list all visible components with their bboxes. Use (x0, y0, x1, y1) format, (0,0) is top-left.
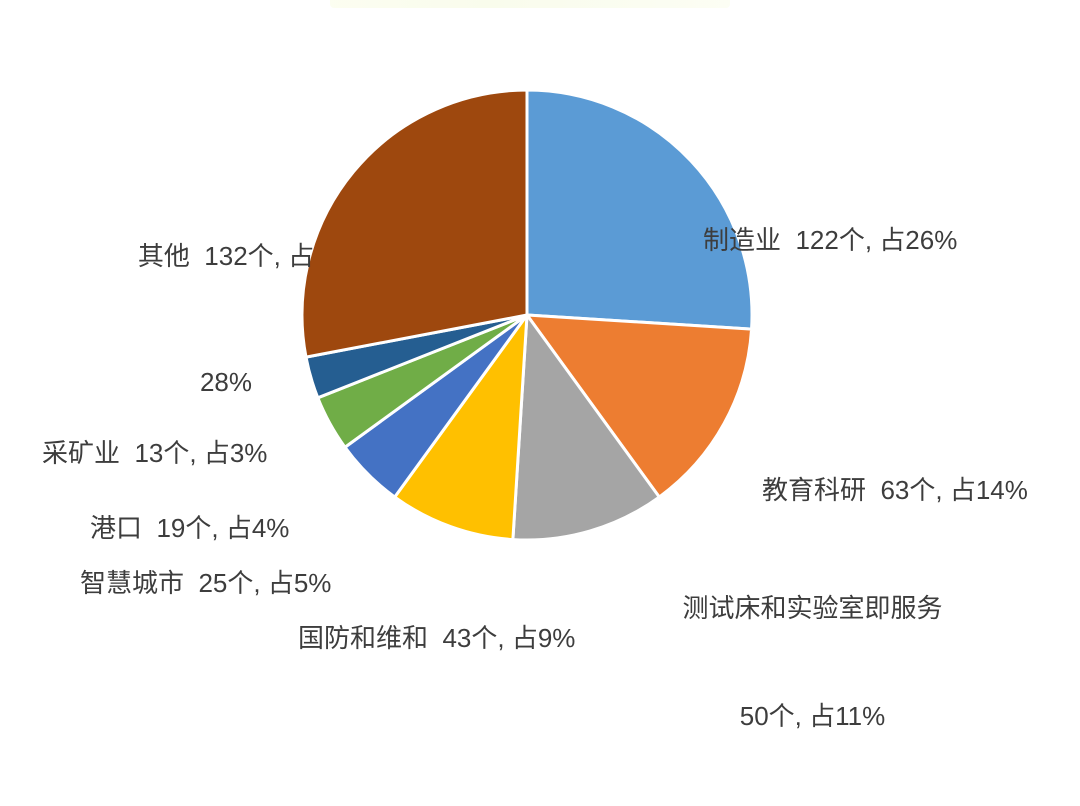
slice-label-smart-city: 智慧城市 25个, 占5% (80, 496, 331, 706)
cropped-title-remnant (330, 0, 730, 8)
slice-label-line: 国防和维和 43个, 占9% (298, 623, 576, 653)
slice-label-line: 制造业 122个, 占26% (703, 225, 958, 255)
pie-chart (300, 88, 754, 542)
slice-label-defense-peacekeeping: 国防和维和 43个, 占9% (298, 551, 575, 761)
pie-slice-2 (511, 313, 661, 542)
pie-chart-figure: 制造业 122个, 占26% 教育科研 63个, 占14% 测试床和实验室即服务… (42, 0, 1028, 731)
pie-slice-1 (525, 313, 754, 499)
slice-label-testbed-laas: 测试床和实验室即服务 50个, 占11% (640, 518, 985, 806)
pie-slice-7 (300, 88, 529, 359)
slice-label-manufacturing: 制造业 122个, 占26% (703, 153, 957, 363)
slice-label-ports: 港口 19个, 占4% (90, 441, 289, 651)
slice-label-line: 采矿业 13个, 占3% (42, 438, 268, 468)
pie-slice-0 (525, 88, 754, 331)
pie-slice-3 (393, 313, 529, 542)
slice-label-line: 测试床和实验室即服务 (682, 593, 943, 623)
slice-label-line: 28% (199, 367, 253, 397)
slice-label-line: 其他 132个, 占 (137, 241, 315, 271)
slice-label-line: 50个, 占11% (739, 701, 886, 731)
slice-label-other: 其他 132个, 占 28% (92, 151, 360, 487)
slice-label-education-research: 教育科研 63个, 占14% (762, 403, 1028, 613)
slice-label-mining: 采矿业 13个, 占3% (42, 366, 267, 576)
slice-label-line: 智慧城市 25个, 占5% (80, 568, 332, 598)
slice-label-line: 港口 19个, 占4% (90, 513, 290, 543)
slice-label-line: 教育科研 63个, 占14% (762, 475, 1028, 505)
